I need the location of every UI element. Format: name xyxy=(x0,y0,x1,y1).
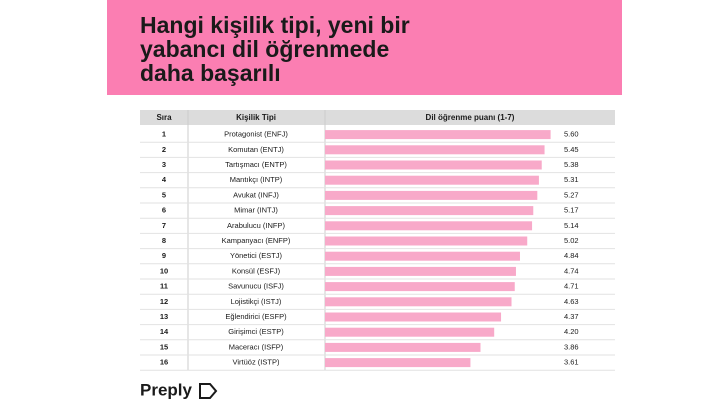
category-label: Konsül (ESFJ) xyxy=(232,266,281,275)
category-label: Mimar (INTJ) xyxy=(234,206,278,215)
value-label: 4.84 xyxy=(564,251,579,260)
bar xyxy=(325,327,495,337)
bar xyxy=(325,358,471,368)
bar xyxy=(325,312,502,322)
rank: 9 xyxy=(162,251,166,260)
title-banner xyxy=(107,0,622,95)
rank: 13 xyxy=(160,312,168,321)
rank: 2 xyxy=(162,145,166,154)
category-label: Mantıkçı (INTP) xyxy=(230,175,283,184)
value-label: 4.20 xyxy=(564,327,579,336)
header-row xyxy=(140,110,615,125)
category-label: Lojistikçi (ISTJ) xyxy=(231,297,282,306)
bar xyxy=(325,251,520,261)
value-label: 5.02 xyxy=(564,236,579,245)
value-label: 3.86 xyxy=(564,342,579,351)
value-label: 4.74 xyxy=(564,266,579,275)
bar xyxy=(325,175,539,185)
value-label: 5.45 xyxy=(564,145,579,154)
bar xyxy=(325,266,516,276)
rank: 12 xyxy=(160,297,168,306)
rank: 3 xyxy=(162,160,166,169)
category-label: Avukat (INFJ) xyxy=(233,190,279,199)
rank: 14 xyxy=(160,327,169,336)
value-label: 5.14 xyxy=(564,221,579,230)
header: Dil öğrenme puanı (1-7) xyxy=(426,113,515,122)
brand-logo: Preply xyxy=(140,380,193,399)
category-label: Kampanyacı (ENFP) xyxy=(222,236,291,245)
rank: 10 xyxy=(160,266,168,275)
rank: 11 xyxy=(160,282,168,291)
category-label: Savunucu (ISFJ) xyxy=(228,282,284,291)
bar xyxy=(325,236,528,246)
header: Sıra xyxy=(156,113,172,122)
category-label: Yönetici (ESTJ) xyxy=(230,251,283,260)
title-line: Hangi kişilik tipi, yeni bir xyxy=(140,12,410,38)
value-label: 5.60 xyxy=(564,130,579,139)
value-label: 4.63 xyxy=(564,297,579,306)
rank: 16 xyxy=(160,358,168,367)
category-label: Eğlendirici (ESFP) xyxy=(225,312,287,321)
value-label: 5.38 xyxy=(564,160,579,169)
rank: 8 xyxy=(162,236,166,245)
category-label: Tartışmacı (ENTP) xyxy=(225,160,287,169)
bar xyxy=(325,282,515,292)
bar xyxy=(325,145,545,155)
value-label: 4.71 xyxy=(564,282,579,291)
value-label: 5.17 xyxy=(564,206,579,215)
rank: 6 xyxy=(162,206,166,215)
title-line: daha başarılı xyxy=(140,60,281,86)
header: Kişilik Tipi xyxy=(236,113,276,122)
bar xyxy=(325,160,542,170)
brand-icon xyxy=(199,383,218,399)
bar xyxy=(325,297,512,307)
value-label: 5.31 xyxy=(564,175,579,184)
value-label: 4.37 xyxy=(564,312,579,321)
bar xyxy=(325,221,533,231)
rank: 4 xyxy=(162,175,167,184)
rank: 1 xyxy=(162,130,166,139)
category-label: Girişimci (ESTP) xyxy=(228,327,284,336)
rank: 15 xyxy=(160,342,168,351)
bar xyxy=(325,130,551,140)
rank: 7 xyxy=(162,221,166,230)
value-label: 5.27 xyxy=(564,190,579,199)
bar xyxy=(325,190,538,200)
rank: 5 xyxy=(162,190,166,199)
category-label: Komutan (ENTJ) xyxy=(228,145,284,154)
category-label: Maceracı (ISFP) xyxy=(229,342,284,351)
value-label: 3.61 xyxy=(564,358,579,367)
title-line: yabancı dil öğrenmede xyxy=(140,36,389,62)
bar xyxy=(325,342,481,352)
category-label: Protagonist (ENFJ) xyxy=(224,130,288,139)
bar xyxy=(325,206,534,216)
category-label: Virtüöz (ISTP) xyxy=(233,358,280,367)
category-label: Arabulucu (INFP) xyxy=(227,221,285,230)
